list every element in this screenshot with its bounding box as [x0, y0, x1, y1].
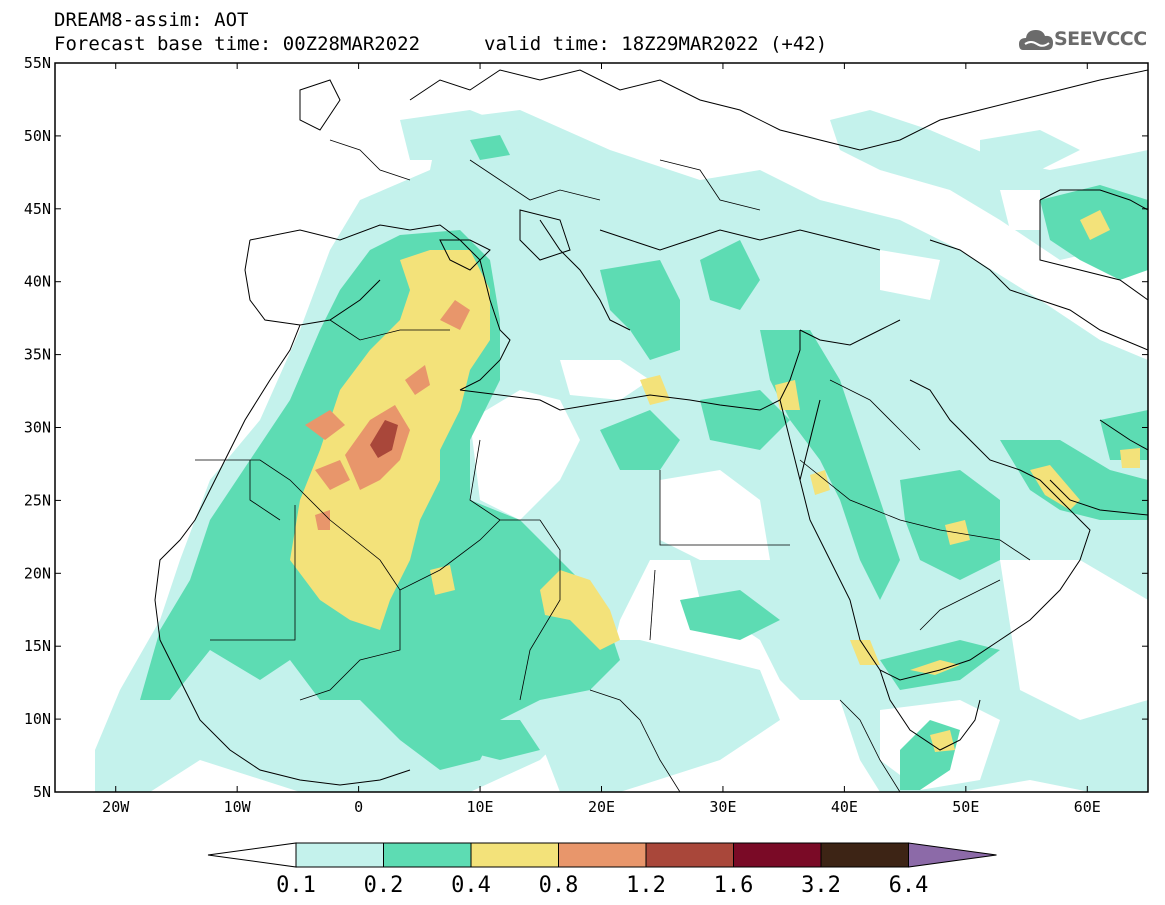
lon-label: 20W [102, 798, 130, 816]
lat-label: 30N [24, 419, 51, 437]
colorbar-swatch [558, 842, 647, 868]
lat-label: 5N [33, 783, 51, 801]
lat-label: 50N [24, 127, 51, 145]
colorbar [207, 842, 997, 868]
colorbar-swatch [383, 842, 472, 868]
colorbar-swatch [733, 842, 822, 868]
valid-time: valid time: 18Z29MAR2022 (+42) [484, 33, 828, 55]
lon-label: 0 [354, 798, 363, 816]
lat-label: 15N [24, 637, 51, 655]
aot-shading [95, 110, 1148, 792]
colorbar-level-label: 3.2 [801, 873, 841, 898]
lat-label: 10N [24, 710, 51, 728]
colorbar-level-label: 6.4 [889, 873, 929, 898]
lon-label: 50E [952, 798, 979, 816]
map-title: DREAM8-assim: AOT [54, 9, 249, 31]
forecast-base-time: Forecast base time: 00Z28MAR2022 [54, 33, 421, 55]
colorbar-swatch [820, 842, 909, 868]
colorbar-swatch [295, 842, 384, 868]
longitude-labels: 20W 10W 0 10E 20E 30E 40E 50E 60E [102, 63, 1101, 816]
lat-label: 20N [24, 564, 51, 582]
colorbar-swatch [645, 842, 734, 868]
lon-label: 10W [224, 798, 252, 816]
lat-label: 55N [24, 54, 51, 72]
lon-label: 30E [709, 798, 736, 816]
lat-label: 40N [24, 273, 51, 291]
lon-label: 10E [467, 798, 494, 816]
lon-label: 20E [588, 798, 615, 816]
lat-label: 25N [24, 491, 51, 509]
colorbar-level-label: 0.1 [276, 873, 316, 898]
aot-level-1.2 [370, 420, 398, 458]
lon-label: 60E [1074, 798, 1101, 816]
lat-label: 35N [24, 346, 51, 364]
lon-label: 40E [831, 798, 858, 816]
colorbar-under-arrow [207, 842, 297, 868]
colorbar-level-label: 0.2 [364, 873, 404, 898]
logo-text: SEEVCCC [1054, 28, 1147, 50]
colorbar-level-label: 1.2 [626, 873, 666, 898]
colorbar-level-label: 0.4 [451, 873, 491, 898]
latitude-labels: 55N 50N 45N 40N 35N 30N 25N 20N 15N 10N 5N [24, 54, 1148, 801]
lat-label: 45N [24, 200, 51, 218]
cloud-logo-icon [1019, 30, 1053, 50]
colorbar-level-label: 1.6 [714, 873, 754, 898]
colorbar-level-label: 0.8 [539, 873, 579, 898]
colorbar-swatch [470, 842, 559, 868]
colorbar-labels: 0.1 0.2 0.4 0.8 1.2 1.6 3.2 6.4 [276, 873, 928, 898]
country-borders [195, 139, 1031, 792]
colorbar-over-arrow [908, 842, 997, 868]
coastlines [154, 69, 1148, 786]
